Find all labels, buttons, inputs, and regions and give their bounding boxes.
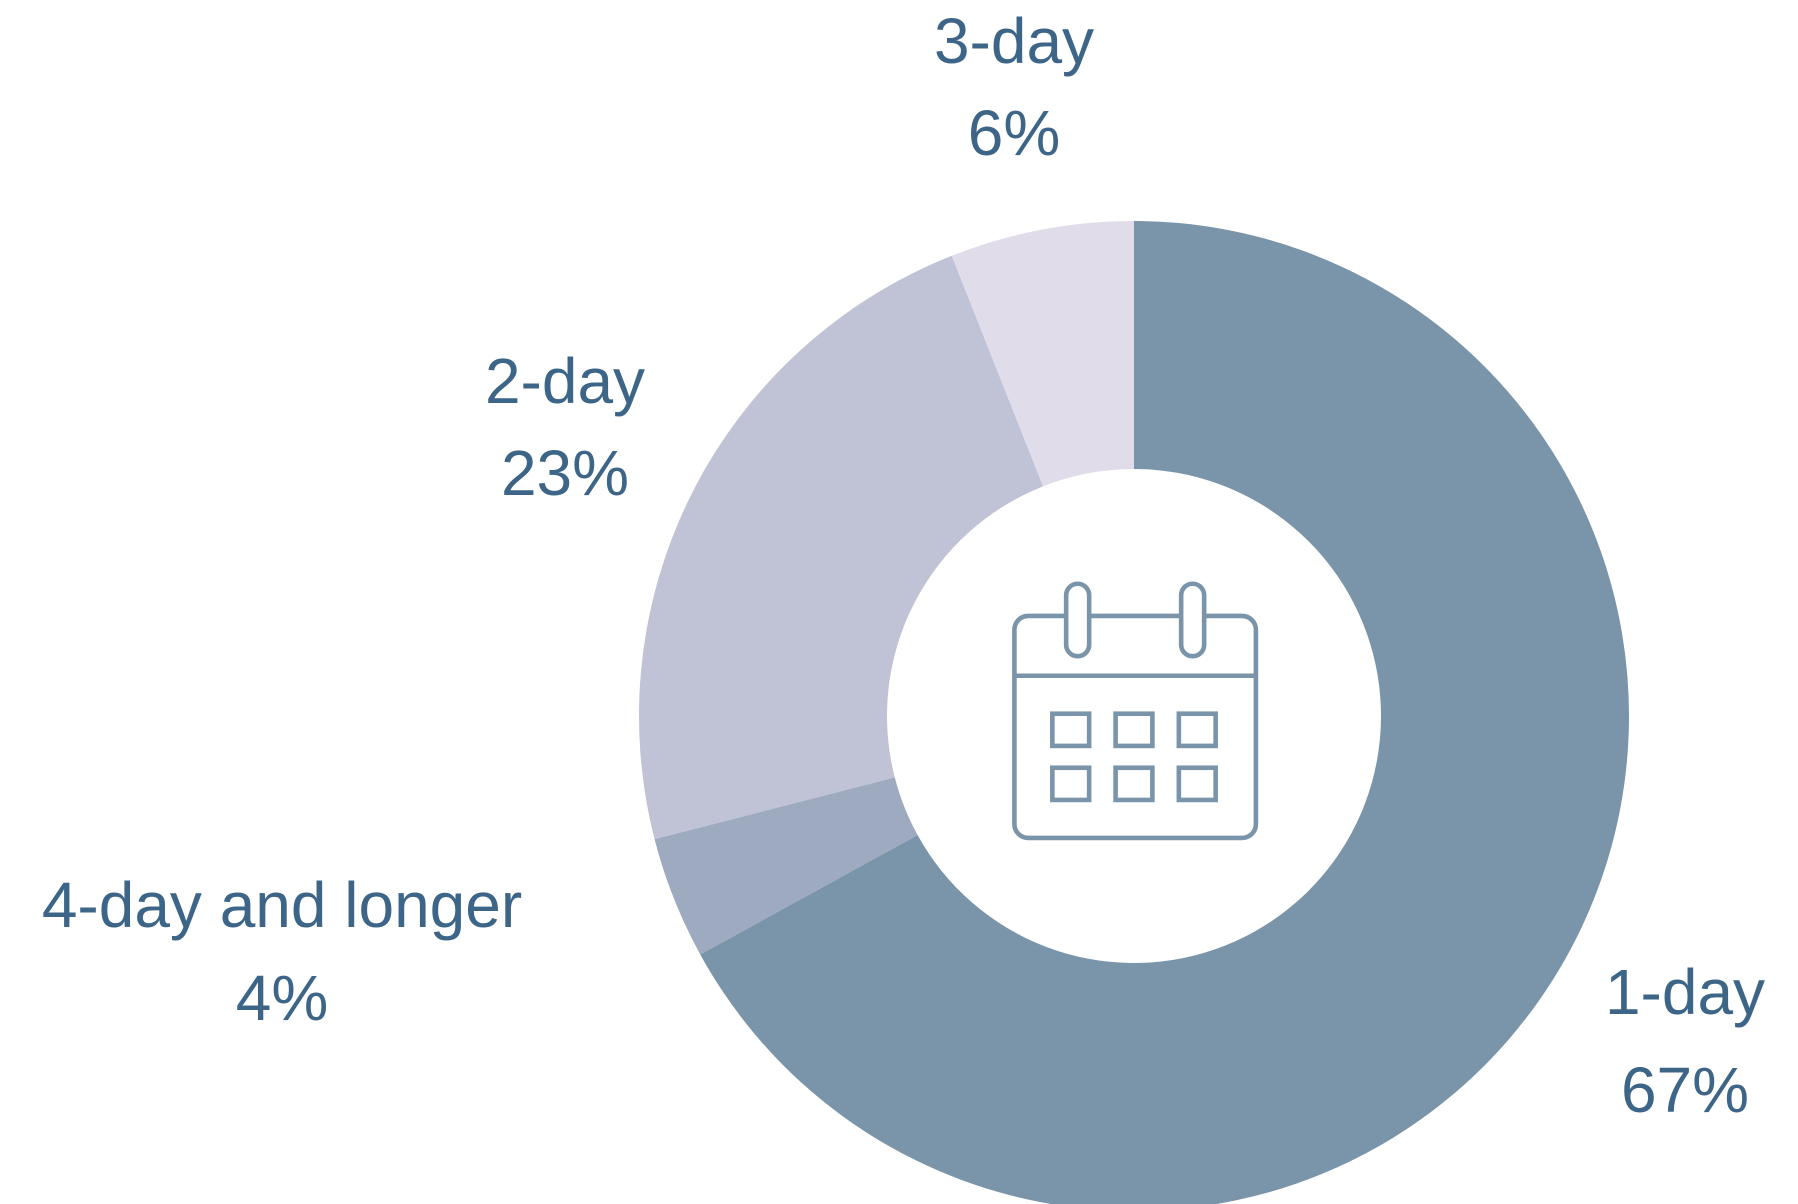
slice-value-label: 4% xyxy=(236,962,329,1034)
slice xyxy=(700,221,1629,1204)
slice xyxy=(638,255,1044,840)
slice-label: 2-day xyxy=(485,345,645,417)
calendar-cell xyxy=(1176,711,1218,749)
calendar-cell xyxy=(1176,765,1218,803)
slices xyxy=(638,221,1629,1204)
slice-value-label: 23% xyxy=(501,437,629,509)
calendar-cell xyxy=(1113,711,1155,749)
calendar-icon xyxy=(1012,581,1259,841)
slice-label: 3-day xyxy=(934,5,1094,77)
calendar-ring xyxy=(1178,581,1207,659)
slice-value-label: 6% xyxy=(968,97,1061,169)
calendar-cell xyxy=(1050,765,1092,803)
calendar-body xyxy=(1012,613,1259,841)
slice xyxy=(951,221,1134,487)
slice-label: 1-day xyxy=(1605,956,1765,1028)
calendar-cell xyxy=(1113,765,1155,803)
slice-value-label: 67% xyxy=(1621,1054,1749,1126)
calendar-ring xyxy=(1063,581,1092,659)
slice xyxy=(654,777,918,955)
calendar-cell xyxy=(1050,711,1092,749)
slice-label: 4-day and longer xyxy=(42,869,522,941)
